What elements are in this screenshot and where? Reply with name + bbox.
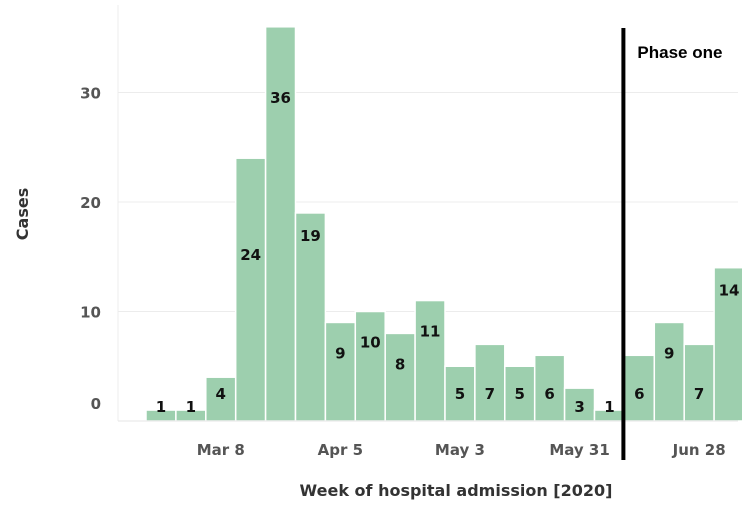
bar-data-label: 10 (360, 334, 381, 352)
bar (683, 343, 715, 422)
x-tick-label: Jun 28 (672, 441, 726, 459)
bar-data-label: 9 (335, 344, 345, 362)
bar (623, 354, 656, 422)
bar (205, 376, 237, 422)
bar (563, 387, 596, 422)
bar (713, 266, 742, 422)
bar (414, 299, 446, 422)
y-axis-title: Cases (13, 188, 32, 240)
bar (384, 332, 416, 422)
x-tick-label: Apr 5 (318, 441, 363, 459)
y-tick-label: 30 (80, 85, 101, 103)
bar (264, 26, 297, 422)
bar-data-label: 36 (270, 89, 291, 107)
bar-data-label: 9 (664, 344, 674, 362)
bar (653, 321, 685, 422)
bar-data-label: 3 (574, 398, 584, 416)
bar (324, 321, 357, 422)
bar-data-label: 24 (240, 246, 261, 264)
y-tick-label: 20 (80, 194, 101, 212)
bar-data-label: 1 (186, 398, 196, 416)
bar-data-label: 5 (515, 385, 525, 403)
bar-data-label: 5 (455, 385, 465, 403)
bar-data-label: 7 (694, 385, 704, 403)
bar (234, 157, 267, 422)
bar-data-label: 8 (395, 355, 405, 373)
bar (354, 310, 386, 422)
bars (145, 26, 742, 422)
bar-data-label: 7 (485, 385, 495, 403)
bar-data-label: 6 (634, 385, 644, 403)
bar-data-label: 1 (156, 398, 166, 416)
y-tick-label: 0 (91, 395, 101, 413)
bar-data-label: 11 (420, 323, 441, 341)
bar-data-label: 4 (216, 385, 226, 403)
x-tick-label: May 3 (435, 441, 485, 459)
x-tick-label: May 31 (549, 441, 609, 459)
bar-data-label: 19 (300, 227, 321, 245)
bar (474, 343, 506, 422)
y-axis-ticks: 0 10 20 30 (80, 85, 101, 414)
x-tick-label: Mar 8 (197, 441, 245, 459)
phase-annotation: Phase one (637, 43, 722, 62)
bar-data-label: 6 (544, 385, 554, 403)
bar-data-label: 14 (719, 282, 740, 300)
bar-data-label: 1 (604, 398, 614, 416)
y-tick-label: 10 (80, 304, 101, 322)
x-axis-ticks: Mar 8 Apr 5 May 3 May 31 Jun 28 (197, 441, 726, 459)
bar (294, 212, 327, 422)
x-axis-title: Week of hospital admission [2020] (300, 481, 613, 500)
